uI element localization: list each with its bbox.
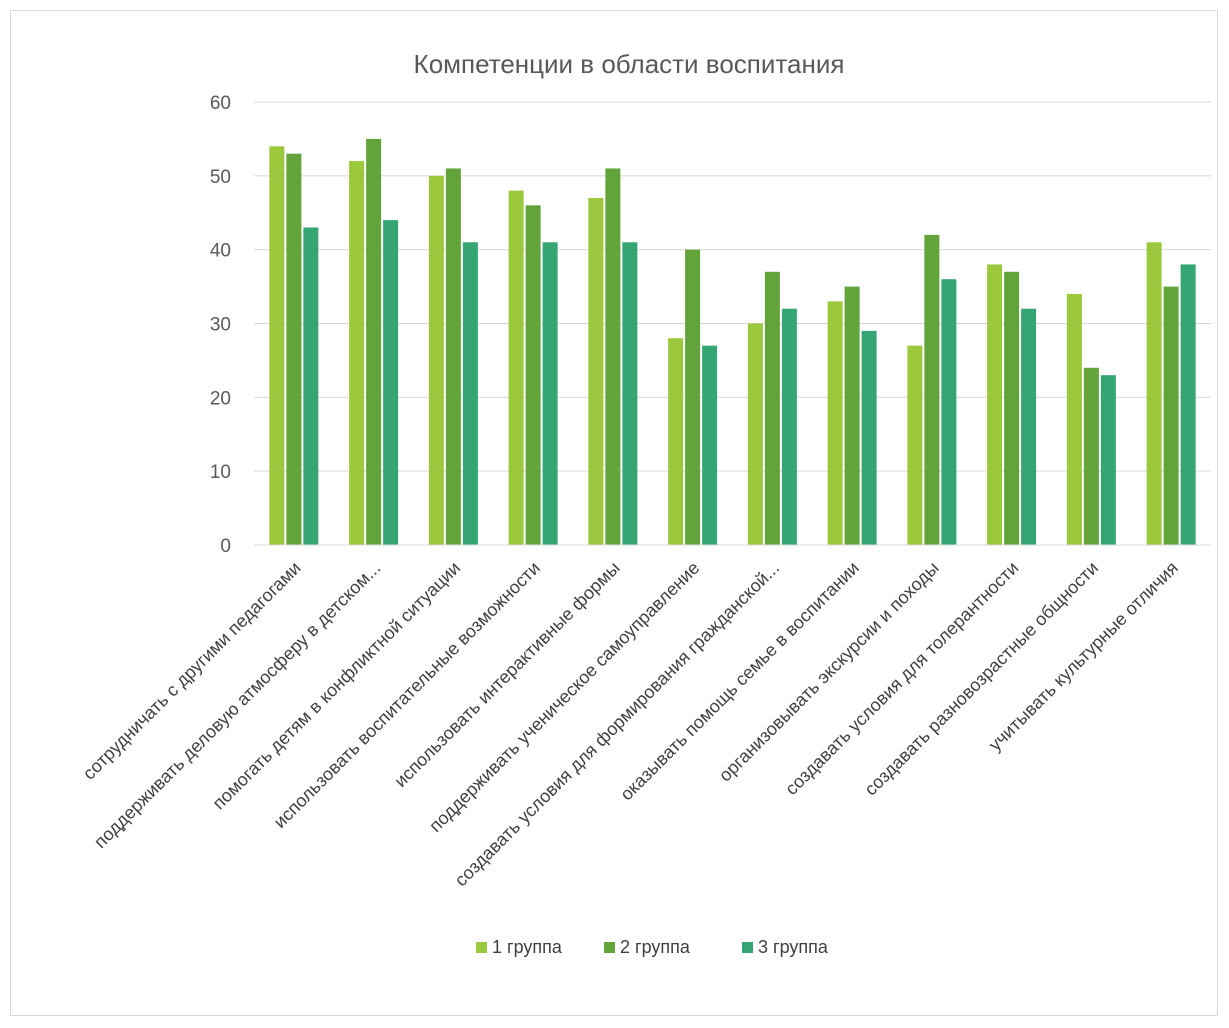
y-tick-label: 40 — [210, 241, 231, 262]
bar-series-3 — [1100, 375, 1116, 545]
bar-series-1 — [907, 345, 923, 545]
bar-series-1 — [349, 161, 365, 546]
y-tick-label: 10 — [210, 462, 231, 483]
bars — [269, 138, 1196, 546]
legend: 1 группа 2 группа 3 группа — [476, 937, 829, 957]
bar-series-3 — [702, 345, 718, 545]
bar-series-3 — [861, 330, 877, 545]
legend-swatch — [604, 942, 615, 953]
bar-series-3 — [1021, 308, 1037, 545]
legend-label: 2 группа — [620, 937, 691, 957]
bar-series-3 — [462, 242, 478, 546]
bar-series-3 — [303, 227, 319, 545]
bar-series-1 — [987, 264, 1003, 545]
bar-series-1 — [827, 301, 843, 545]
bar-series-3 — [1180, 264, 1196, 545]
y-tick-label: 30 — [210, 315, 231, 336]
y-tick-label: 50 — [210, 167, 231, 188]
bar-series-2 — [445, 168, 461, 545]
bar-series-2 — [1004, 271, 1020, 545]
legend-label: 3 группа — [758, 937, 829, 957]
bar-series-2 — [1083, 367, 1099, 545]
legend-swatch — [476, 942, 487, 953]
bar-chart: Компетенции в области воспитания 0 10 20 30… — [79, 49, 1211, 957]
category-labels: сотрудничать с другими педагогамиподдерж… — [79, 558, 1182, 891]
bar-series-2 — [924, 234, 940, 545]
bar-series-2 — [1163, 286, 1179, 545]
legend-swatch — [742, 942, 753, 953]
y-axis-ticks: 0 10 20 30 40 50 60 — [210, 93, 231, 557]
bar-series-2 — [605, 168, 621, 545]
bar-series-1 — [508, 190, 524, 545]
bar-series-2 — [685, 249, 701, 545]
legend-label: 1 группа — [492, 937, 563, 957]
bar-series-1 — [588, 197, 604, 545]
bar-series-1 — [1066, 293, 1082, 545]
chart-area: Компетенции в области воспитания 0 10 20 30… — [10, 10, 1218, 1016]
category-label: поддерживать деловую атмосферу в детском… — [90, 558, 384, 852]
y-tick-label: 0 — [220, 536, 231, 557]
bar-series-2 — [525, 205, 541, 545]
bar-series-3 — [941, 279, 957, 545]
bar-series-1 — [747, 323, 763, 545]
bar-series-2 — [366, 138, 382, 545]
y-tick-label: 60 — [210, 93, 231, 114]
bar-series-2 — [286, 153, 302, 545]
bar-series-3 — [383, 220, 399, 545]
bar-series-3 — [781, 308, 797, 545]
bar-series-2 — [844, 286, 860, 545]
bar-series-2 — [764, 271, 780, 545]
bar-series-1 — [269, 146, 285, 546]
category-label: использовать воспитательные возможности — [270, 558, 544, 832]
bar-series-1 — [428, 175, 444, 546]
bar-series-3 — [622, 242, 638, 546]
gridlines — [254, 101, 1211, 472]
y-tick-label: 20 — [210, 388, 231, 409]
bar-series-1 — [1146, 242, 1162, 546]
category-label: поддерживать ученическое самоуправление — [425, 558, 703, 836]
bar-series-1 — [668, 338, 684, 545]
chart-title: Компетенции в области воспитания — [414, 49, 845, 79]
bar-series-3 — [542, 242, 558, 546]
